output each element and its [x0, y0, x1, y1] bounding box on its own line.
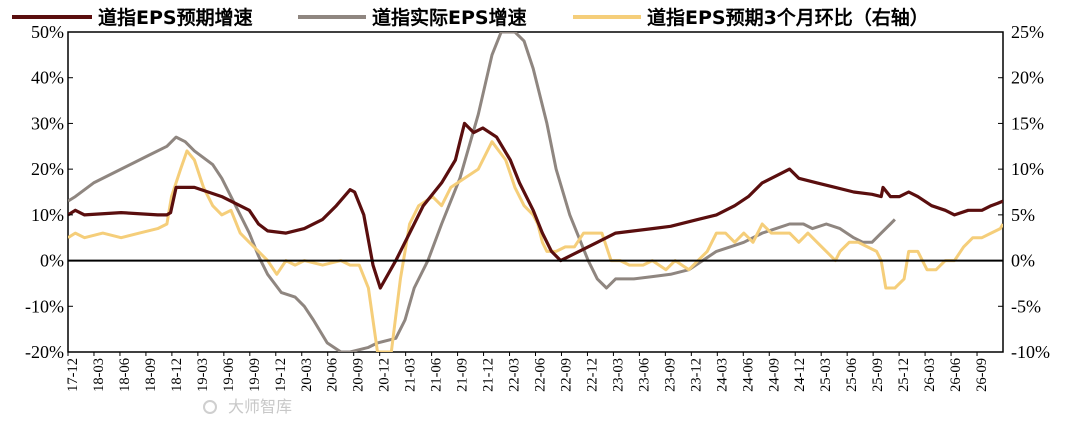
x-tick-label: 25-09 — [870, 358, 886, 392]
x-tick-label: 21-12 — [481, 358, 497, 392]
x-tick-label: 20-03 — [299, 358, 315, 392]
x-tick-label: 18-06 — [117, 358, 133, 392]
left-tick-label: 20% — [31, 159, 64, 179]
x-tick-label: 23-03 — [610, 358, 626, 392]
legend-label-2: 道指实际EPS增速 — [372, 6, 527, 29]
left-tick-label: -20% — [25, 342, 64, 362]
x-tick-label: 23-12 — [688, 358, 704, 392]
right-tick-label: 10% — [1011, 159, 1044, 179]
legend: 道指EPS预期增速 道指实际EPS增速 道指EPS预期3个月环比（右轴） — [12, 6, 929, 29]
right-tick-label: -10% — [1011, 342, 1050, 362]
left-tick-label: 50% — [31, 22, 64, 42]
x-tick-label: 21-03 — [403, 358, 419, 392]
x-tick-label: 24-03 — [714, 358, 730, 392]
x-tick-label: 22-06 — [533, 358, 549, 392]
x-tick-label: 19-12 — [273, 358, 289, 392]
x-tick-label: 17-12 — [65, 358, 81, 392]
x-tick-label: 19-03 — [195, 358, 211, 392]
x-tick-label: 26-09 — [974, 358, 990, 392]
watermark: 大师智库 — [203, 397, 292, 416]
x-tick-label: 19-09 — [247, 358, 263, 392]
x-tick-label: 18-12 — [169, 358, 185, 392]
x-tick-label: 22-12 — [584, 358, 600, 392]
series-line-1 — [68, 121, 1003, 290]
plot-area — [67, 31, 1004, 353]
x-tick-label: 24-12 — [792, 358, 808, 392]
x-tick-label: 26-03 — [922, 358, 938, 392]
x-tick-label: 21-06 — [429, 358, 445, 392]
right-tick-label: 5% — [1011, 205, 1035, 225]
left-tick-label: -10% — [25, 296, 64, 316]
series-line-2 — [68, 32, 896, 352]
left-tick-label: 30% — [31, 113, 64, 133]
x-tick-label: 26-06 — [948, 358, 964, 392]
legend-label-3: 道指EPS预期3个月环比（右轴） — [647, 6, 929, 29]
watermark-text: 大师智库 — [228, 397, 292, 416]
x-tick-label: 19-06 — [221, 358, 237, 392]
x-tick-label: 24-09 — [766, 358, 782, 392]
x-tick-label: 18-09 — [143, 358, 159, 392]
x-tick-label: 20-09 — [351, 358, 367, 392]
x-tick-label: 25-03 — [818, 358, 834, 392]
left-tick-label: 0% — [40, 251, 64, 271]
right-tick-label: 20% — [1011, 68, 1044, 88]
x-tick-label: 24-06 — [740, 358, 756, 392]
left-tick-label: 10% — [31, 205, 64, 225]
x-tick-label: 25-12 — [896, 358, 912, 392]
series-line-3 — [68, 140, 1003, 352]
x-tick-label: 22-09 — [558, 358, 574, 392]
right-tick-label: -5% — [1011, 296, 1041, 316]
x-tick-label: 20-12 — [377, 358, 393, 392]
left-tick-label: 40% — [31, 68, 64, 88]
left-y-axis: 50% 40% 30% 20% 10% 0% -10% -20% — [25, 22, 73, 362]
right-tick-label: 15% — [1011, 113, 1044, 133]
watermark-logo-icon — [203, 400, 217, 414]
x-tick-label: 23-06 — [636, 358, 652, 392]
x-tick-label: 21-09 — [455, 358, 471, 392]
x-tick-label: 22-03 — [507, 358, 523, 392]
right-y-axis: 25% 20% 15% 10% 5% 0% -5% -10% — [998, 22, 1050, 362]
x-tick-label: 23-09 — [662, 358, 678, 392]
x-axis: 17-12 18-03 18-06 18-09 18-12 19-03 19-06 19-09… — [65, 352, 990, 392]
x-tick-label: 18-03 — [91, 358, 107, 392]
right-tick-label: 0% — [1011, 251, 1035, 271]
x-tick-label: 20-06 — [325, 358, 341, 392]
right-tick-label: 25% — [1011, 22, 1044, 42]
x-tick-label: 25-06 — [844, 358, 860, 392]
legend-label-1: 道指EPS预期增速 — [98, 6, 253, 29]
